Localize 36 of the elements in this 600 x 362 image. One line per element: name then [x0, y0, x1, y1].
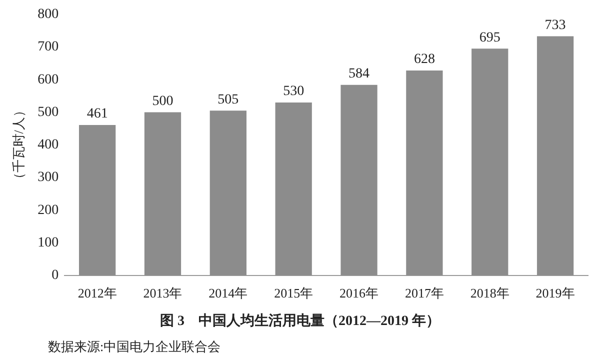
x-tick-label: 2017年: [404, 286, 444, 301]
y-tick-label: 400: [38, 138, 59, 153]
y-tick-label: 200: [38, 202, 59, 218]
y-tick-label: 700: [38, 40, 59, 55]
x-tick-label: 2014年: [208, 286, 248, 301]
data-label: 584: [348, 66, 370, 82]
bar: [210, 110, 246, 276]
y-tick-label: 800: [38, 7, 59, 22]
bar: [340, 84, 378, 276]
x-tick-label: 2013年: [143, 286, 182, 301]
bar: [536, 36, 574, 276]
data-label: 628: [414, 52, 435, 68]
x-tick-label: 2016年: [340, 286, 379, 301]
y-tick-label: 500: [38, 104, 59, 120]
bar: [78, 125, 116, 276]
bar: [472, 48, 508, 276]
data-label: 733: [544, 18, 566, 33]
data-label: 500: [152, 94, 174, 109]
x-tick-label: 2019年: [536, 286, 575, 301]
bar: [406, 70, 443, 276]
x-tick-label: 2015年: [274, 286, 314, 301]
data-label: 695: [479, 30, 500, 46]
data-label: 505: [218, 92, 239, 108]
x-tick-label: 2018年: [470, 286, 510, 301]
y-axis-title: （千瓦时/人）: [11, 104, 26, 186]
y-tick-label: 0: [52, 268, 59, 284]
x-tick-label: 2012年: [78, 286, 117, 301]
data-label: 461: [86, 106, 108, 122]
data-label: 530: [283, 84, 304, 100]
bar: [275, 102, 312, 276]
bar: [144, 112, 182, 276]
y-tick-label: 600: [38, 72, 59, 88]
text: 图 3 中国人均生活用电量（2012—2019 年）: [159, 312, 441, 330]
y-tick-label: 100: [38, 235, 59, 250]
source-note: 数据来源:中国电力企业联合会: [48, 338, 221, 356]
y-tick-label: 300: [38, 170, 59, 186]
